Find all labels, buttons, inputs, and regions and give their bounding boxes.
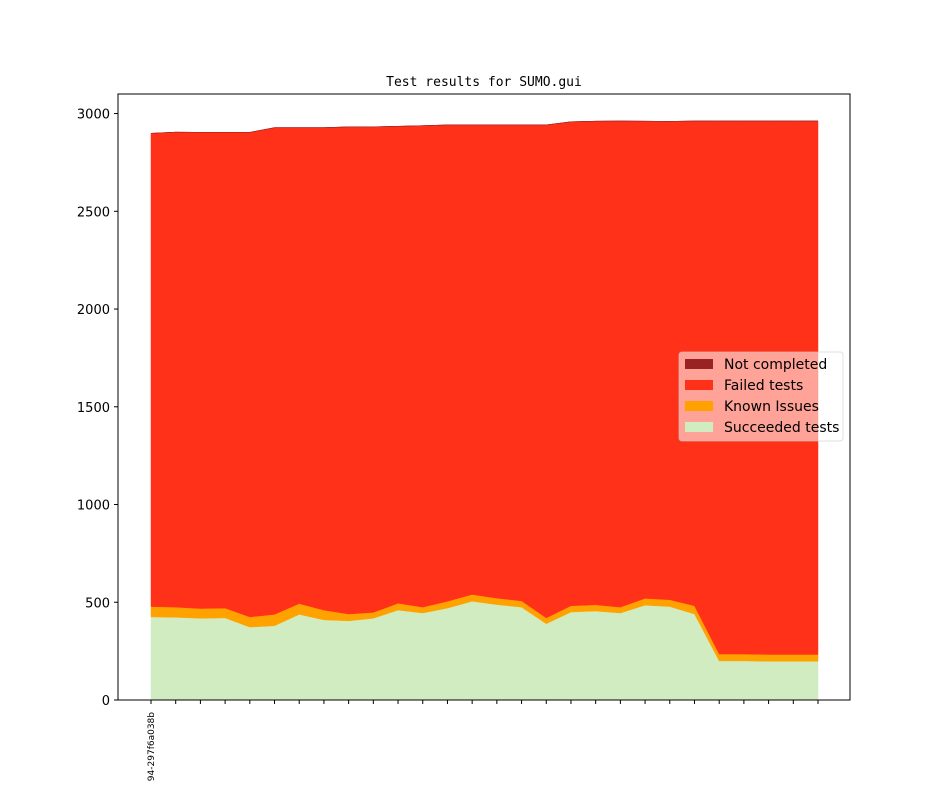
- area-not-completed: [150, 120, 818, 134]
- y-axis: 0 500 1000 1500 2000 2500 3000: [77, 108, 118, 709]
- legend-swatch-known-issues: [685, 401, 713, 411]
- y-tick-label: 2000: [77, 303, 110, 318]
- legend-swatch-succeeded-tests: [685, 422, 713, 432]
- legend-label-known-issues: Known Issues: [724, 399, 819, 415]
- stacked-areas: [150, 120, 819, 701]
- y-tick-label: 1500: [77, 401, 110, 416]
- legend-label-failed-tests: Failed tests: [724, 378, 803, 394]
- chart-title: Test results for SUMO.gui: [386, 75, 582, 90]
- y-tick-label: 1000: [77, 499, 110, 514]
- y-tick-label: 500: [85, 596, 110, 611]
- x-axis: 94-297f6a038b: [147, 700, 819, 781]
- x-tick-label: 94-297f6a038b: [147, 712, 157, 781]
- legend-swatch-not-completed: [685, 359, 713, 369]
- y-tick-label: 3000: [77, 108, 110, 123]
- legend-swatch-failed-tests: [685, 380, 713, 390]
- plot-frame: [117, 93, 851, 701]
- legend-label-succeeded-tests: Succeeded tests: [724, 420, 839, 436]
- legend-label-not-completed: Not completed: [724, 357, 827, 373]
- y-tick-label: 2500: [77, 205, 110, 220]
- legend: Not completed Failed tests Known Issues Suc…: [678, 351, 844, 442]
- y-tick-label: 0: [102, 694, 110, 709]
- legend-box: [678, 351, 844, 442]
